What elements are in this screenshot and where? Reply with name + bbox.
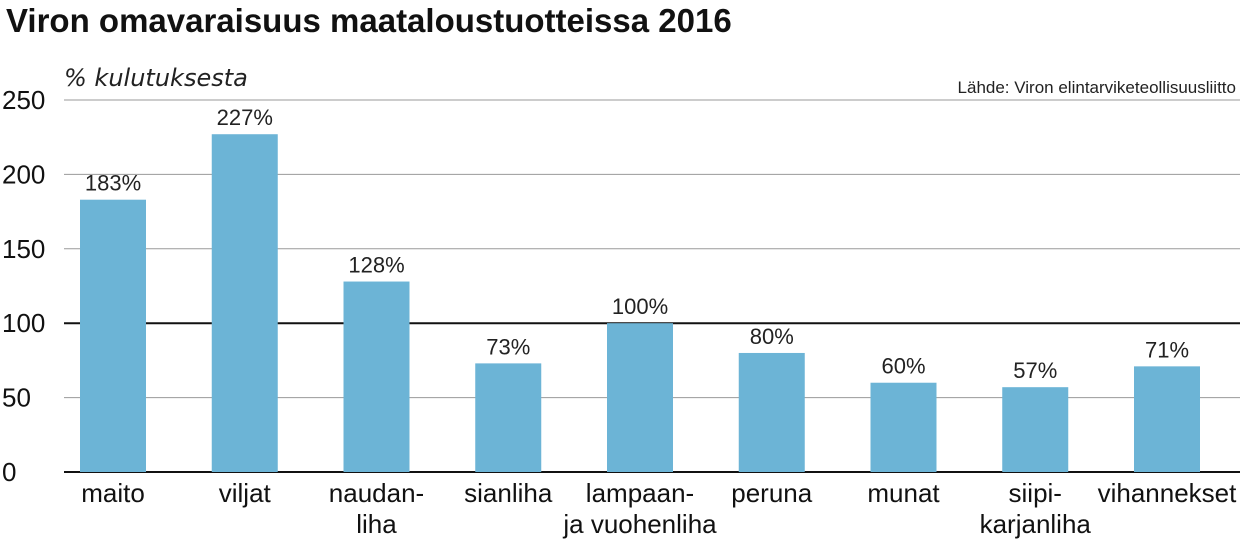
x-category-label: munat xyxy=(867,478,940,508)
data-label: 57% xyxy=(1013,358,1057,383)
x-category-label: viljat xyxy=(219,478,272,508)
bar xyxy=(211,134,278,472)
y-tick-label: 200 xyxy=(2,159,45,189)
bar xyxy=(870,382,937,472)
y-tick-label: 0 xyxy=(2,457,16,487)
x-category-label: vihannekset xyxy=(1098,478,1238,508)
x-category-label: siipi-karjanliha xyxy=(980,478,1092,539)
data-label: 227% xyxy=(217,105,273,130)
data-label: 80% xyxy=(750,324,794,349)
y-axis-ticks: 0 50 100 150 200 250 xyxy=(2,85,45,487)
x-category-label: peruna xyxy=(731,478,812,508)
chart-title: Viron omavaraisuus maataloustuotteissa 2… xyxy=(6,2,732,39)
y-tick-label: 150 xyxy=(2,234,45,264)
source-note: Lähde: Viron elintarviketeollisuusliitto xyxy=(958,78,1236,97)
bar xyxy=(80,199,146,473)
x-category-label: maito xyxy=(81,478,145,508)
data-label: 100% xyxy=(612,294,668,319)
x-axis-categories: maito viljat naudan-liha sianliha lampaan-ja… xyxy=(81,478,1237,539)
bars xyxy=(80,134,1200,473)
data-label: 183% xyxy=(85,171,141,196)
x-category-label: naudan-liha xyxy=(329,478,424,539)
data-label: 71% xyxy=(1145,337,1189,362)
bar xyxy=(1002,387,1069,472)
data-label: 60% xyxy=(881,354,925,379)
bar xyxy=(343,281,410,472)
bar xyxy=(607,323,673,472)
y-tick-label: 100 xyxy=(2,308,45,338)
data-labels: 183% 227% 128% 73% 100% 80% 60% 57% 71% xyxy=(85,105,1189,383)
y-axis-unit-label: % kulutuksesta xyxy=(64,64,248,92)
y-tick-label: 50 xyxy=(2,383,31,413)
bar xyxy=(1134,366,1200,472)
data-label: 73% xyxy=(486,334,530,359)
bar xyxy=(475,363,542,472)
data-label: 128% xyxy=(348,253,404,278)
bar xyxy=(738,352,805,472)
y-tick-label: 250 xyxy=(2,85,45,115)
x-category-label: lampaan-ja vuohenliha xyxy=(562,478,717,539)
x-category-label: sianliha xyxy=(464,478,553,508)
